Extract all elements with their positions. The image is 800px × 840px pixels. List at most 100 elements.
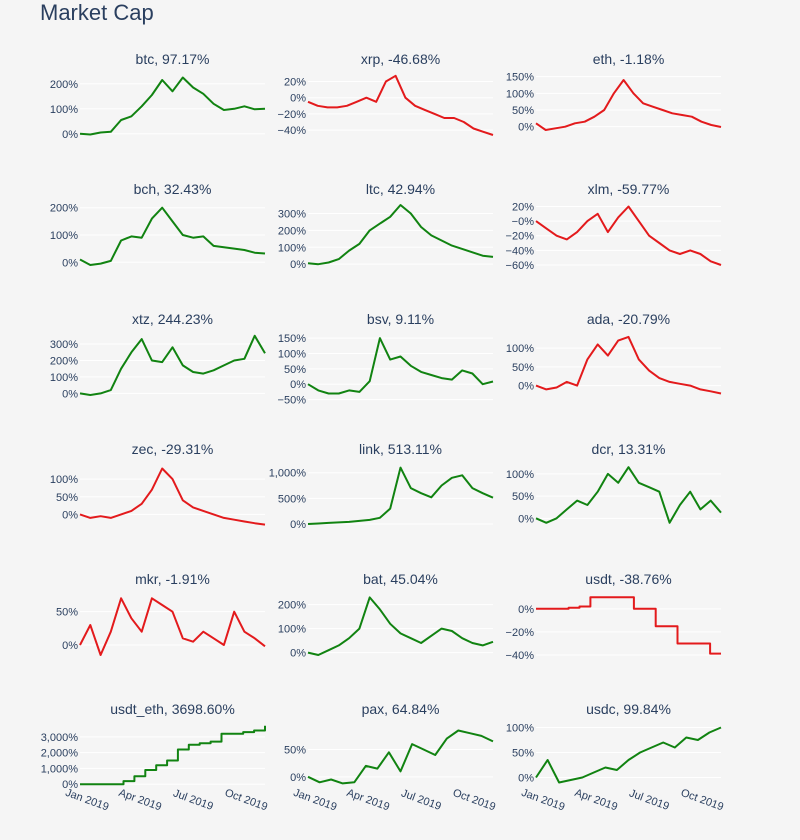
x-tick-label: Oct 2019 <box>679 787 725 814</box>
subplot-title: dcr, 13.31% <box>592 441 666 457</box>
subplot-13: 0% 100% 200% bat, 45.04% <box>278 571 494 660</box>
series-line <box>307 729 494 785</box>
series-line <box>79 76 266 136</box>
subplot-title: xlm, -59.77% <box>588 181 670 197</box>
y-tick-label: −40% <box>506 650 535 662</box>
y-tick-label: 0% <box>62 509 78 521</box>
y-tick-label: 0% <box>518 122 534 134</box>
x-tick-label: Apr 2019 <box>573 787 619 814</box>
y-tick-label: 100% <box>50 474 78 486</box>
y-tick-label: 100% <box>506 723 534 735</box>
y-tick-label: −40% <box>506 245 535 257</box>
subplot-title: usdt, -38.76% <box>585 571 671 587</box>
y-tick-label: 0% <box>62 779 78 791</box>
series-line <box>79 334 266 396</box>
subplot-title: btc, 97.17% <box>136 51 210 67</box>
y-tick-label: 50% <box>512 362 534 374</box>
subplot-15: 0% 1,000% 2,000% 3,000% usdt_eth, 3698.60% Ja… <box>41 701 269 814</box>
series-line <box>535 205 722 266</box>
subplot-14: −40% −20% 0% usdt, -38.76% <box>506 571 721 662</box>
subplot-6: 0% 100% 200% 300% xtz, 244.23% <box>50 311 266 400</box>
y-tick-label: −40% <box>278 125 307 137</box>
subplot-7: −50% 0% 50% 100% 150% bsv, 9.11% <box>278 311 494 407</box>
y-tick-label: 100% <box>278 348 306 360</box>
series-line <box>307 596 494 656</box>
y-tick-label: 200% <box>278 600 306 612</box>
series-line <box>79 467 266 526</box>
y-tick-label: 0% <box>290 259 306 271</box>
y-tick-label: 300% <box>278 208 306 220</box>
y-tick-label: 3,000% <box>41 732 79 744</box>
series-line <box>307 74 494 136</box>
y-tick-label: −60% <box>506 260 535 272</box>
y-tick-label: 0% <box>290 648 306 660</box>
y-tick-label: 100% <box>50 104 78 116</box>
y-tick-label: 0% <box>518 604 534 616</box>
x-tick-label: Jan 2019 <box>64 787 111 814</box>
subplot-4: 0% 100% 200% 300% ltc, 42.94% <box>278 181 494 271</box>
series-line <box>307 337 494 395</box>
series-line <box>80 725 266 786</box>
y-tick-label: 0% <box>290 379 306 391</box>
subplot-3: 0% 100% 200% bch, 32.43% <box>50 181 266 269</box>
subplot-8: 0% 50% 100% ada, -20.79% <box>506 311 722 395</box>
y-tick-label: 50% <box>284 745 306 757</box>
subplot-title: link, 513.11% <box>359 441 442 457</box>
subplot-title: zec, -29.31% <box>132 441 214 457</box>
y-tick-label: 0% <box>290 519 306 531</box>
subplot-10: 0% 500% 1,000% link, 513.11% <box>269 441 494 531</box>
y-tick-label: 0% <box>62 640 78 652</box>
y-tick-label: 150% <box>278 333 306 345</box>
x-tick-label: Apr 2019 <box>117 787 163 814</box>
y-tick-label: 20% <box>284 76 306 88</box>
series-line <box>535 726 722 784</box>
y-tick-label: 200% <box>50 79 78 91</box>
y-tick-label: 50% <box>56 492 78 504</box>
subplot-12: 0% 50% mkr, -1.91% <box>56 571 266 656</box>
series-line <box>307 204 494 266</box>
page-title: Market Cap <box>40 0 154 25</box>
subplot-title: xrp, -46.68% <box>361 51 440 67</box>
subplot-2: 0% 50% 100% 150% eth, -1.18% <box>506 51 722 134</box>
y-tick-label: 50% <box>512 491 534 503</box>
subplot-16: 0% 50% pax, 64.84% Jan 2019 Apr 2019 Jul 2019… <box>284 701 497 814</box>
y-tick-label: 500% <box>278 493 306 505</box>
subplot-title: ltc, 42.94% <box>366 181 435 197</box>
y-tick-label: −0% <box>512 216 535 228</box>
series-line <box>79 597 266 656</box>
series-line <box>307 466 494 525</box>
series-line <box>79 206 266 266</box>
subplot-9: 0% 50% 100% zec, -29.31% <box>50 441 266 526</box>
y-tick-label: 0% <box>62 129 78 141</box>
subplot-title: usdt_eth, 3698.60% <box>110 701 235 717</box>
y-tick-label: −20% <box>278 109 307 121</box>
y-tick-label: 20% <box>512 201 534 213</box>
subplot-title: eth, -1.18% <box>593 51 665 67</box>
y-tick-label: 50% <box>512 748 534 760</box>
y-tick-label: −20% <box>506 627 535 639</box>
y-tick-label: 100% <box>506 88 534 100</box>
y-tick-label: 0% <box>290 93 306 105</box>
y-tick-label: 0% <box>290 772 306 784</box>
y-tick-label: 0% <box>518 513 534 525</box>
y-tick-label: 100% <box>50 230 78 242</box>
subplot-title: bch, 32.43% <box>134 181 212 197</box>
y-tick-label: 100% <box>506 469 534 481</box>
subplot-17: 0% 50% 100% usdc, 99.84% Jan 2019 Apr 2019 Jul… <box>506 701 725 814</box>
x-tick-label: Jul 2019 <box>399 787 442 813</box>
series-line <box>535 466 722 524</box>
subplot-11: 0% 50% 100% dcr, 13.31% <box>506 441 722 525</box>
y-tick-label: −50% <box>278 395 307 407</box>
series-line <box>535 79 722 131</box>
y-tick-label: 100% <box>506 343 534 355</box>
y-tick-label: 200% <box>278 225 306 237</box>
y-tick-label: 50% <box>284 364 306 376</box>
subplot-title: pax, 64.84% <box>362 701 440 717</box>
y-tick-label: 100% <box>278 624 306 636</box>
x-tick-label: Jul 2019 <box>627 787 670 813</box>
y-tick-label: 0% <box>518 381 534 393</box>
subplot-5: −60% −40% −20% −0% 20% xlm, -59.77% <box>506 181 722 272</box>
subplot-0: 0% 100% 200% btc, 97.17% <box>50 51 266 141</box>
y-tick-label: 1,000% <box>41 763 79 775</box>
